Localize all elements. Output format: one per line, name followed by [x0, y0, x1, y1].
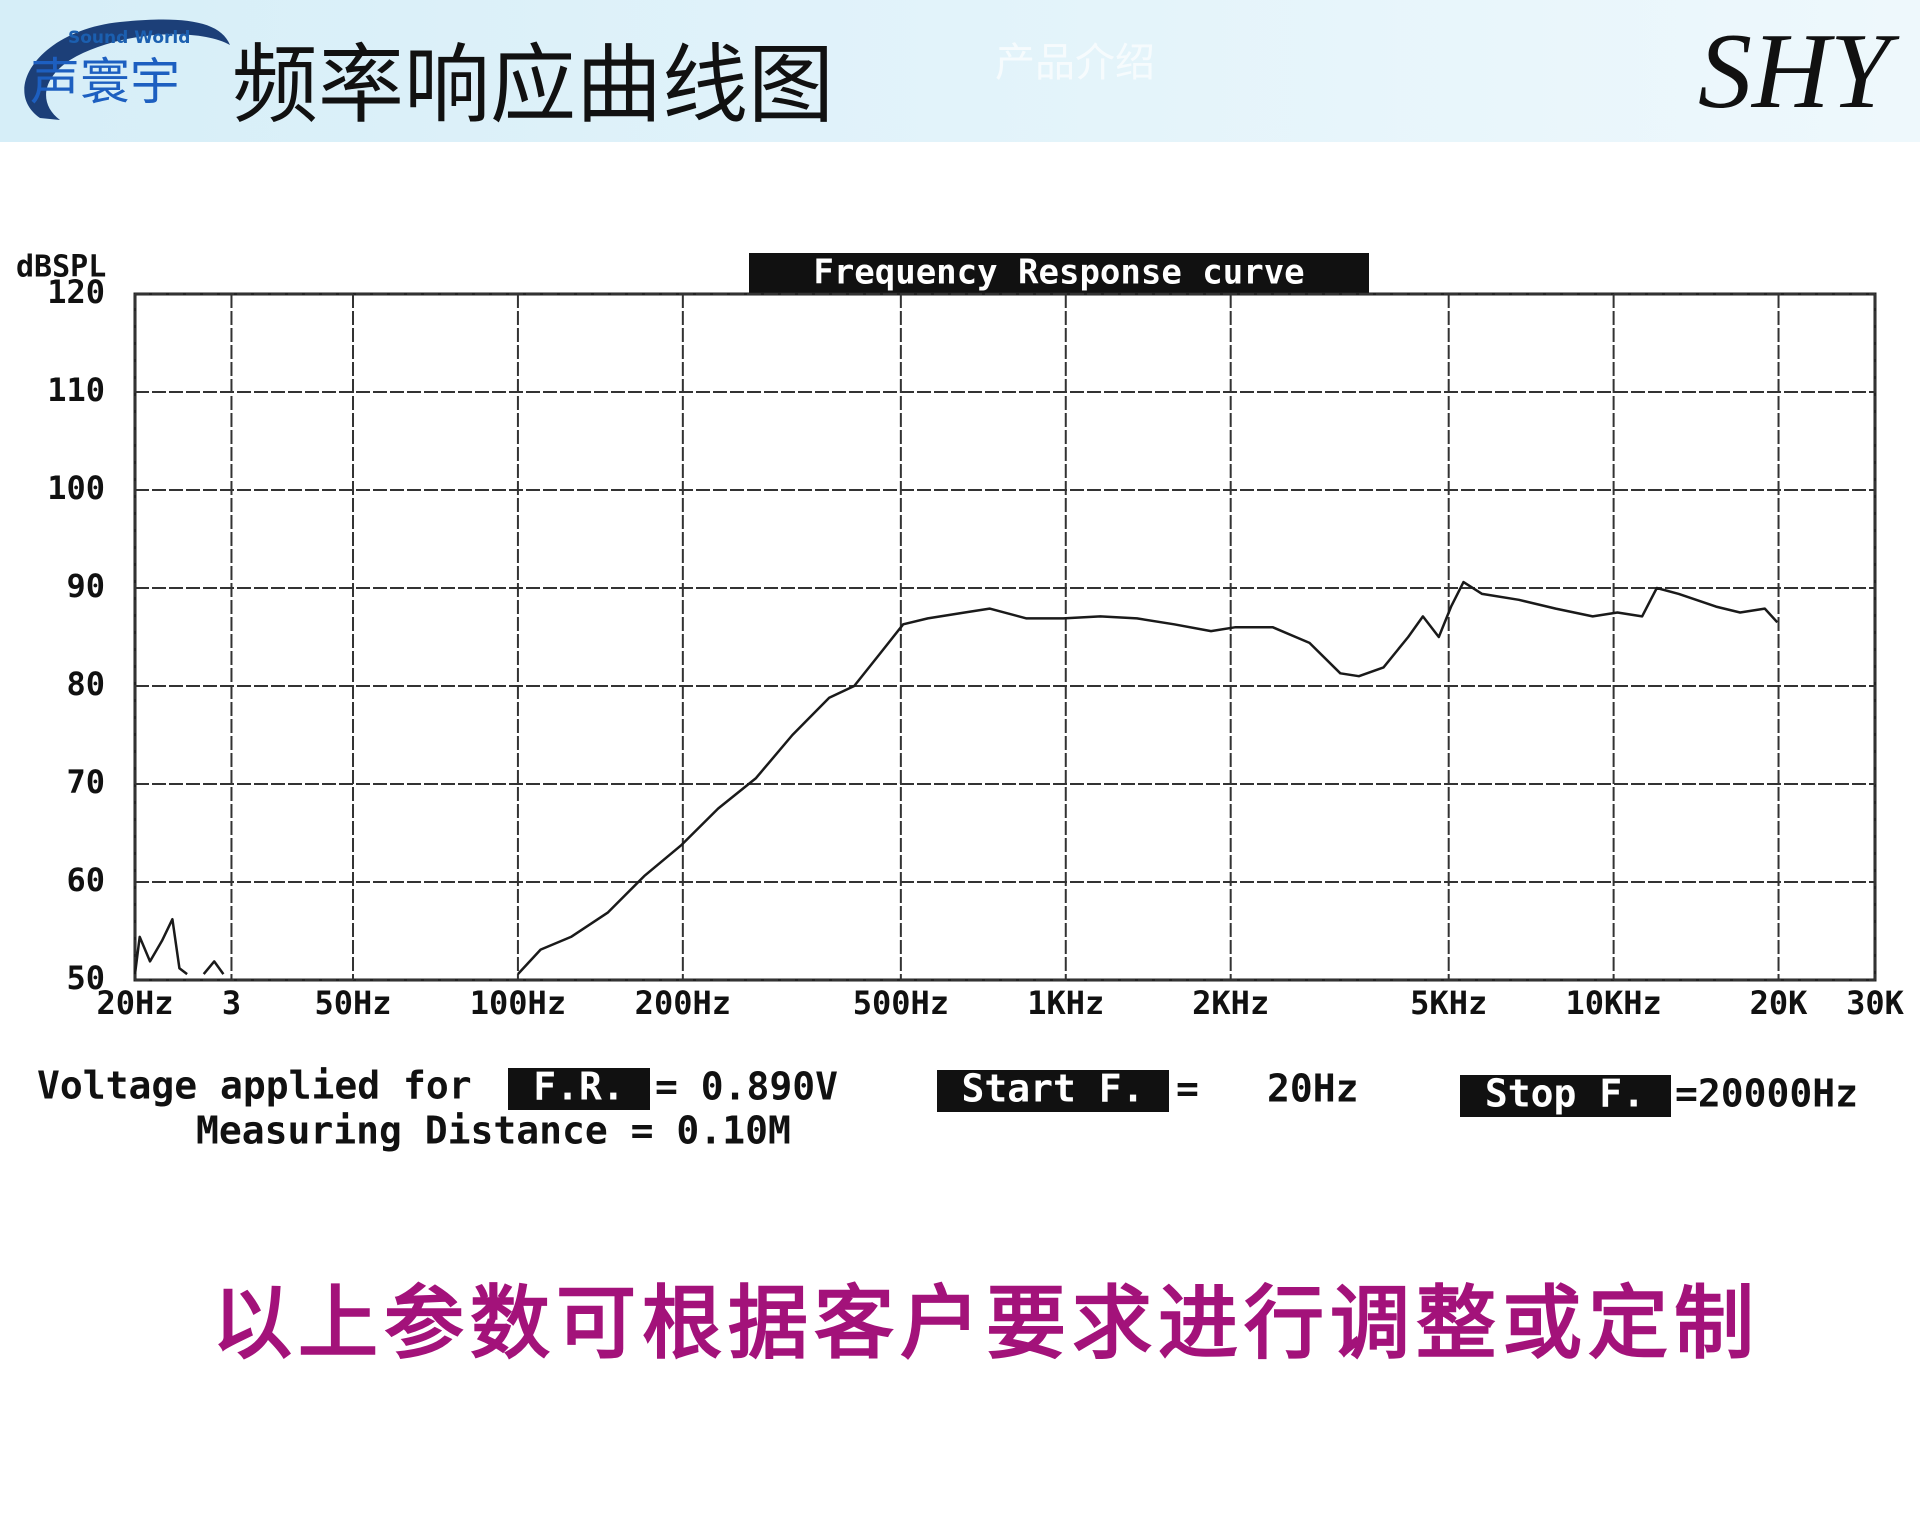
start-box: Start F. [961, 1067, 1144, 1111]
x-tick-label: 2KHz [1192, 984, 1269, 1022]
header-band [0, 0, 1920, 142]
x-tick-label: 500Hz [853, 984, 949, 1022]
response-curve [133, 580, 1779, 976]
y-tick-label: 90 [66, 567, 105, 605]
y-tick-label: 50 [66, 959, 105, 997]
logo-cn: 声寰宇 [30, 53, 180, 111]
y-tick-label: 120 [47, 273, 105, 311]
distance: Measuring Distance = 0.10M [196, 1109, 791, 1153]
parameters: Voltage applied for F.R. = 0.890V Start … [37, 1064, 1858, 1153]
y-tick-label: 100 [47, 469, 105, 507]
brand: SHY [1698, 12, 1900, 131]
voltage-label: Voltage applied for [37, 1064, 472, 1108]
y-tick-label: 110 [47, 371, 105, 409]
chart-title-box [749, 253, 1369, 295]
x-tick-label: 100Hz [470, 984, 566, 1022]
stop-box: Stop F. [1485, 1072, 1645, 1116]
x-tick-label: 20Hz [96, 984, 173, 1022]
plot: 50 60 70 80 90 100 110 120 20Hz 3 50Hz 100Hz 200Hz 50… [47, 273, 1904, 1022]
y-axis-label: dBSPL [16, 250, 106, 285]
x-tick-label: 3 [222, 984, 241, 1022]
logo-swoosh [24, 19, 231, 120]
x-tick-label: 5KHz [1410, 984, 1487, 1022]
footer-note: 以上参数可根据客户要求进行调整或定制 [212, 1276, 1760, 1370]
param-box [937, 1070, 1169, 1112]
x-tick-label: 1KHz [1027, 984, 1104, 1022]
voltage-value: = 0.890V [655, 1065, 838, 1109]
y-tick-label: 60 [66, 861, 105, 899]
x-tick-label: 20K [1750, 984, 1809, 1022]
page-title: 频率响应曲线图 [232, 36, 834, 136]
start-value: 20Hz [1267, 1067, 1359, 1111]
x-tick-label: 50Hz [314, 984, 391, 1022]
stop-value: =20000Hz [1675, 1072, 1858, 1116]
voltage-box: F.R. [533, 1065, 625, 1109]
x-tick-label: 200Hz [635, 984, 731, 1022]
y-tick-label: 70 [66, 763, 105, 801]
y-tick-label: 80 [66, 665, 105, 703]
param-box [508, 1068, 650, 1110]
start-eq: = [1176, 1067, 1199, 1111]
chart-title: Frequency Response curve [813, 253, 1304, 293]
logo-text: Sound World [68, 28, 190, 48]
param-box [1460, 1075, 1671, 1117]
x-tick-label: 30K [1846, 984, 1905, 1022]
x-tick-label: 10KHz [1565, 984, 1661, 1022]
watermark: 产品介绍 [995, 40, 1155, 86]
